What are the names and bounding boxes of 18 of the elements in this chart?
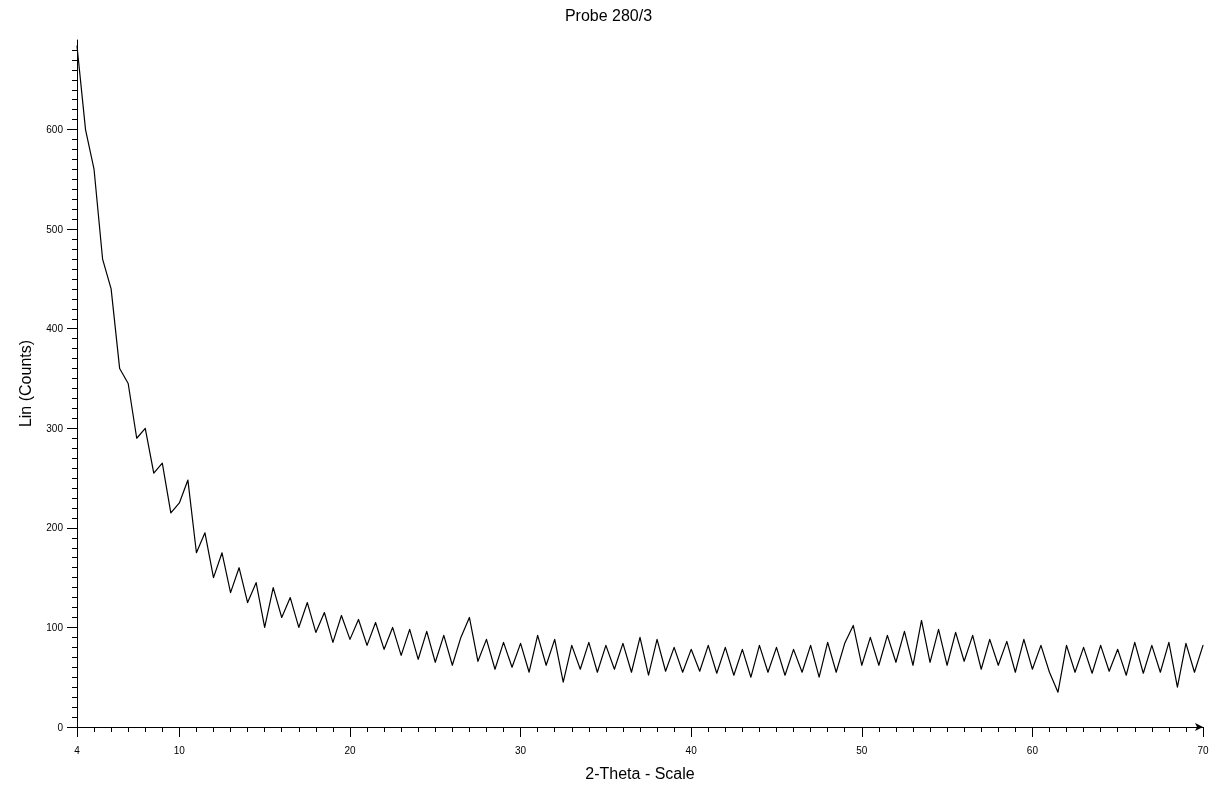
y-axis-title: Lin (Counts) — [16, 339, 34, 428]
x-tick-label: 50 — [856, 744, 868, 756]
x-tick-label: 30 — [515, 744, 527, 756]
y-tick-label: 400 — [46, 323, 64, 335]
y-tick-label: 100 — [46, 621, 64, 633]
x-axis-title: 2-Theta - Scale — [585, 764, 695, 782]
x-tick-label: 10 — [173, 744, 186, 756]
y-tick-label: 300 — [46, 422, 64, 434]
x-tick-label: 70 — [1197, 744, 1209, 756]
y-tick-label: 600 — [46, 124, 64, 136]
y-tick-label: 500 — [46, 223, 64, 235]
x-tick-label: 60 — [1026, 744, 1039, 756]
x-tick-label: 20 — [344, 744, 356, 756]
x-tick-label: 40 — [685, 744, 698, 756]
x-tick-label: 4 — [74, 744, 81, 756]
y-tick-label: 200 — [46, 522, 64, 534]
y-tick-label: 0 — [57, 721, 64, 733]
chart-title: Probe 280/3 — [564, 6, 653, 24]
